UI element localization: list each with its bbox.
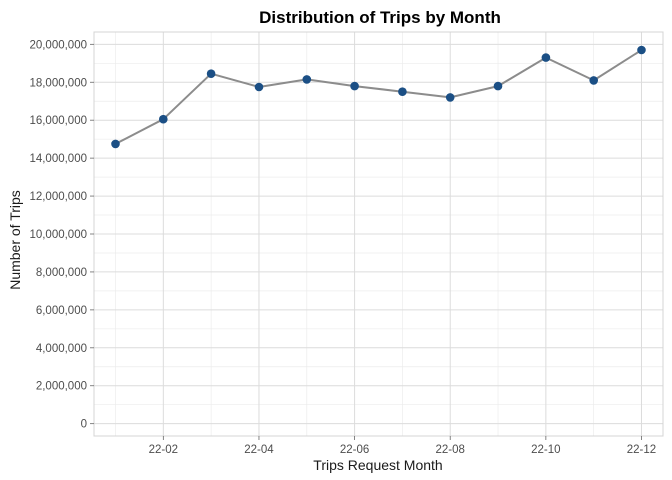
y-tick-label: 10,000,000	[29, 229, 87, 241]
y-tick-label: 2,000,000	[36, 381, 87, 393]
series-line	[115, 49, 643, 145]
data-point	[302, 75, 312, 84]
y-axis-title: Number of Trips	[7, 190, 23, 290]
data-point	[637, 45, 646, 55]
y-tick-label: 4,000,000	[36, 343, 87, 355]
y-tick-label: 0	[81, 419, 87, 431]
data-point	[589, 76, 598, 85]
series-line-group	[115, 49, 643, 145]
series-points-group	[111, 45, 646, 149]
data-point	[493, 81, 503, 91]
x-tick-label: 22-12	[627, 444, 656, 456]
y-tick-label: 6,000,000	[36, 305, 87, 317]
y-tick-label: 14,000,000	[29, 153, 87, 165]
x-tick-label: 22-06	[340, 444, 369, 456]
y-tick-label: 18,000,000	[29, 77, 87, 89]
y-tick-label: 12,000,000	[29, 191, 87, 203]
y-tick-label: 8,000,000	[36, 267, 87, 279]
chart-title: Distribution of Trips by Month	[259, 8, 501, 27]
x-tick-label: 22-02	[149, 444, 178, 456]
y-tick-label: 20,000,000	[29, 39, 87, 51]
x-tick-label: 22-10	[531, 444, 560, 456]
data-point	[445, 93, 455, 102]
x-tick-label: 22-08	[436, 444, 465, 456]
x-tick-label: 22-04	[244, 444, 274, 456]
data-point	[206, 69, 216, 78]
data-point	[254, 82, 264, 92]
y-axis: 0 2,000,000 4,000,000 6,000,000 8,000,000 10,…	[29, 39, 94, 431]
data-point	[398, 87, 407, 96]
data-point	[111, 139, 120, 149]
y-tick-label: 16,000,000	[29, 115, 87, 127]
data-point	[541, 53, 551, 62]
data-point	[350, 81, 359, 91]
data-point	[159, 114, 168, 124]
grid-lines	[94, 32, 663, 436]
x-axis-title: Trips Request Month	[313, 457, 442, 473]
x-axis: 22-02 22-04 22-06 22-08 22-10 22-12	[149, 436, 656, 456]
